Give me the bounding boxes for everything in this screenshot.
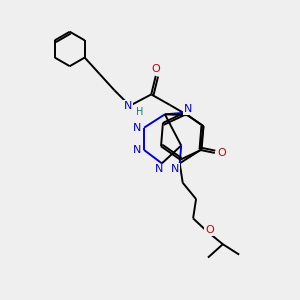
Text: N: N (133, 145, 142, 155)
Text: N: N (124, 101, 133, 111)
Text: N: N (171, 164, 179, 174)
Text: H: H (136, 107, 143, 117)
Text: N: N (184, 104, 192, 114)
Text: O: O (217, 148, 226, 158)
Text: O: O (205, 225, 214, 235)
Text: N: N (133, 123, 142, 133)
Text: O: O (151, 64, 160, 74)
Text: N: N (155, 164, 164, 174)
